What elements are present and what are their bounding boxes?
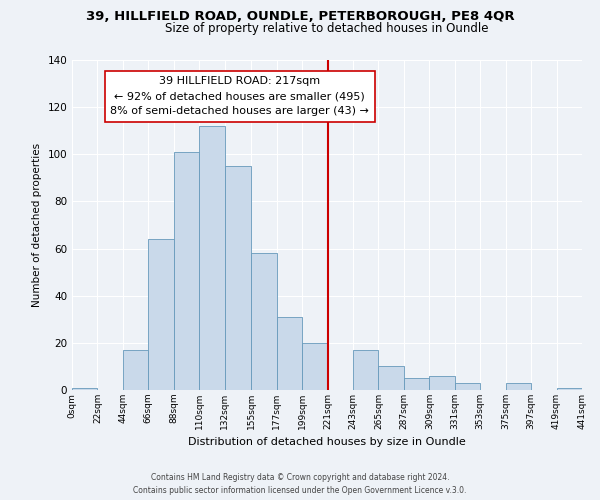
X-axis label: Distribution of detached houses by size in Oundle: Distribution of detached houses by size … xyxy=(188,438,466,448)
Bar xyxy=(302,343,328,390)
Bar xyxy=(506,383,531,390)
Bar xyxy=(277,317,302,390)
Bar xyxy=(72,388,97,390)
Bar xyxy=(430,376,455,390)
Bar xyxy=(557,388,582,390)
Bar xyxy=(174,152,199,390)
Bar xyxy=(251,254,277,390)
Bar xyxy=(199,126,224,390)
Bar xyxy=(148,239,174,390)
Text: Contains HM Land Registry data © Crown copyright and database right 2024.
Contai: Contains HM Land Registry data © Crown c… xyxy=(133,474,467,495)
Bar xyxy=(404,378,430,390)
Bar xyxy=(379,366,404,390)
Bar xyxy=(353,350,379,390)
Bar xyxy=(224,166,251,390)
Bar xyxy=(123,350,148,390)
Y-axis label: Number of detached properties: Number of detached properties xyxy=(32,143,42,307)
Bar xyxy=(455,383,480,390)
Text: 39, HILLFIELD ROAD, OUNDLE, PETERBOROUGH, PE8 4QR: 39, HILLFIELD ROAD, OUNDLE, PETERBOROUGH… xyxy=(86,10,514,23)
Text: 39 HILLFIELD ROAD: 217sqm
← 92% of detached houses are smaller (495)
8% of semi-: 39 HILLFIELD ROAD: 217sqm ← 92% of detac… xyxy=(110,76,369,116)
Title: Size of property relative to detached houses in Oundle: Size of property relative to detached ho… xyxy=(165,22,489,35)
